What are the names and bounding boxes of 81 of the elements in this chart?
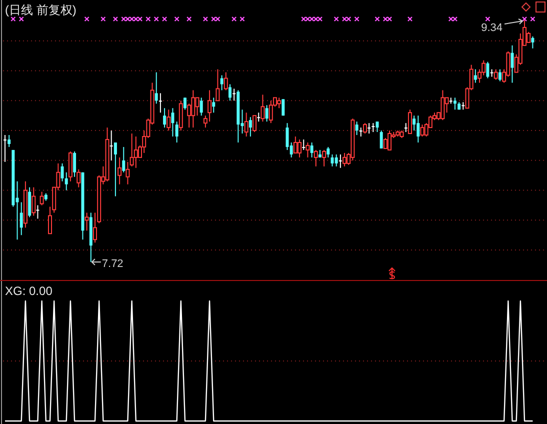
candlestick <box>293 136 298 154</box>
candlestick <box>531 36 534 49</box>
candlestick <box>32 186 36 216</box>
candlestick <box>68 150 72 182</box>
candlestick <box>310 142 314 158</box>
candlestick <box>526 31 531 43</box>
candlestick <box>334 154 338 167</box>
candlestick <box>191 90 196 128</box>
candlestick <box>126 161 130 185</box>
candlestick <box>64 172 68 191</box>
candlestick <box>60 162 64 182</box>
candlestick <box>368 122 371 134</box>
candlestick <box>277 97 282 109</box>
candlestick <box>228 84 232 102</box>
candlestick <box>306 142 310 158</box>
candlestick <box>40 191 44 206</box>
candlestick <box>216 68 220 102</box>
candlestick <box>248 116 252 138</box>
candlestick <box>28 186 32 218</box>
candlestick <box>232 88 236 102</box>
candlestick <box>244 112 248 138</box>
candlestick <box>282 98 285 116</box>
candlestick <box>134 136 138 168</box>
candlestick <box>380 130 383 149</box>
candlestick <box>453 97 456 110</box>
candlestick <box>130 133 134 167</box>
candlestick <box>322 149 326 167</box>
candlestick <box>342 152 347 167</box>
candlestick <box>158 92 162 114</box>
candlestick <box>118 156 122 185</box>
candlestick <box>362 122 367 134</box>
candlestick <box>122 146 126 173</box>
candlestick <box>376 121 379 133</box>
candlestick <box>110 130 113 161</box>
candlestick <box>494 68 498 80</box>
candlestick <box>498 68 502 82</box>
candlestick <box>252 115 257 133</box>
candlestick <box>166 109 171 132</box>
candlestick <box>200 97 203 116</box>
annotation: 7.72 <box>102 258 124 270</box>
annotation: 9.34 <box>481 22 503 34</box>
candlestick <box>220 74 224 91</box>
candlestick <box>486 61 490 79</box>
candlestick <box>355 121 358 136</box>
candlestick <box>224 72 228 91</box>
candlestick <box>265 104 268 122</box>
candlestick <box>260 94 265 122</box>
candlestick <box>8 134 11 148</box>
candlestick <box>268 100 273 124</box>
candlestick <box>416 115 420 143</box>
candlestick <box>76 168 81 188</box>
candlestick <box>73 150 76 178</box>
candlestick <box>178 100 183 132</box>
candlestick <box>408 109 412 134</box>
candlestick <box>330 154 334 167</box>
candlestick <box>175 121 178 143</box>
candlestick <box>510 44 514 84</box>
candlestick <box>212 97 216 114</box>
candlestick <box>326 146 330 158</box>
candlestick <box>183 97 186 110</box>
chart-title: XG: 0.00 <box>5 284 53 298</box>
candlestick <box>163 108 166 128</box>
candlestick <box>195 97 200 116</box>
candlestick <box>302 139 306 150</box>
candlestick <box>114 142 117 197</box>
candlestick <box>84 212 89 232</box>
candlestick <box>20 202 23 236</box>
candlestick <box>440 90 445 121</box>
candlestick <box>314 149 318 167</box>
candlestick <box>338 154 342 168</box>
candlestick <box>208 90 212 122</box>
candlestick <box>36 204 40 220</box>
candlestick <box>286 122 289 150</box>
chart-title: (日线 前复权) <box>5 3 76 17</box>
candlestick <box>171 108 174 138</box>
candlestick <box>420 124 424 138</box>
candlestick <box>4 134 6 162</box>
candlestick <box>388 130 392 150</box>
candlestick <box>154 72 158 104</box>
candlestick <box>474 68 477 84</box>
candlestick <box>298 139 302 158</box>
